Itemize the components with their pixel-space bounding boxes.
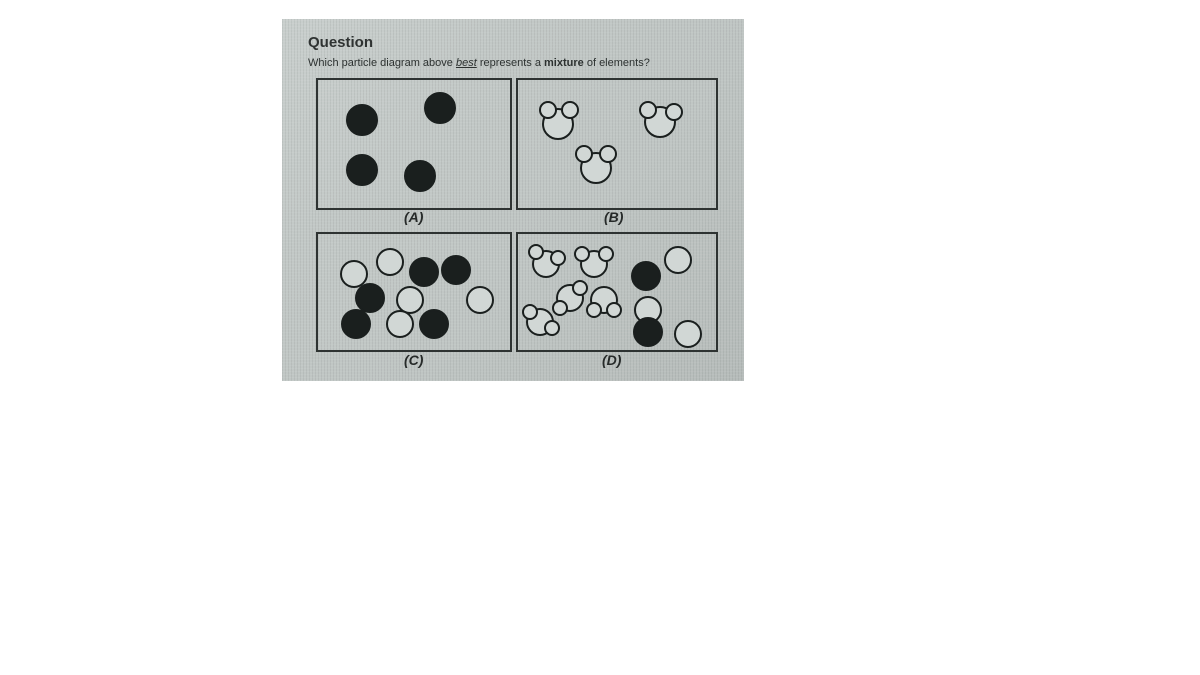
particle-drawing-layer bbox=[0, 0, 1200, 675]
